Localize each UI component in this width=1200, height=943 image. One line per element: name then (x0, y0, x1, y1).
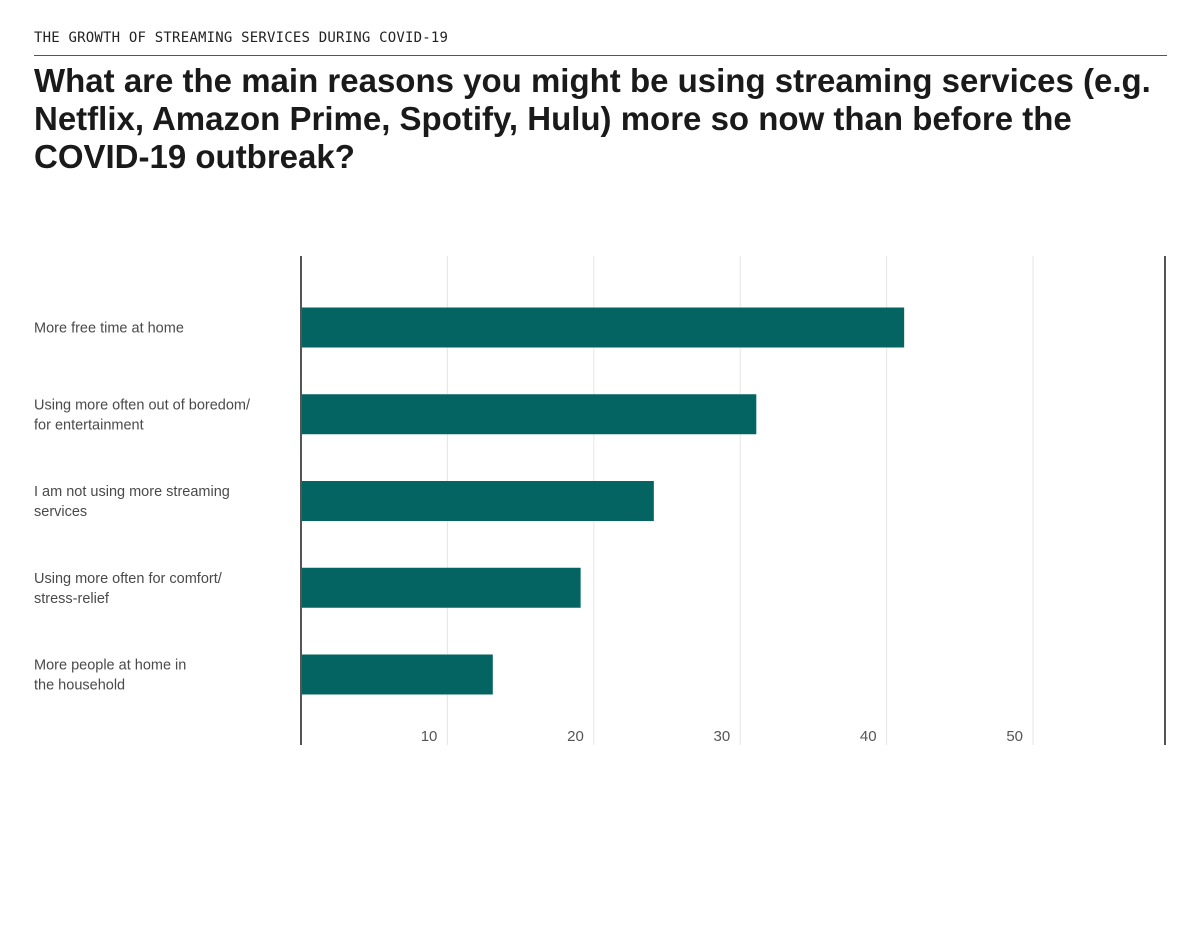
bar (301, 394, 757, 435)
category-label: Using more often out of boredom/for ente… (34, 397, 251, 433)
header-divider (34, 55, 1167, 56)
x-tick-label: 50 (1006, 728, 1023, 745)
x-tick-label: 10 (421, 728, 438, 745)
category-label-line: I am not using more streaming (34, 484, 230, 500)
bar (301, 481, 654, 521)
category-label-line: More people at home in (34, 658, 186, 674)
x-tick-label: 20 (567, 728, 584, 745)
category-label: More people at home in the household (34, 658, 186, 694)
category-label: I am not using more streaming services (34, 484, 230, 520)
category-label-line: More free time at home (34, 321, 184, 337)
category-label-line: for entertainment (34, 417, 144, 433)
bar (301, 567, 581, 608)
category-label-line: Using more often out of boredom/ (34, 397, 251, 413)
chart-title: What are the main reasons you might be u… (34, 62, 1151, 175)
category-label-line: stress-relief (34, 591, 110, 607)
category-label-line: services (34, 504, 87, 520)
bar (301, 654, 493, 695)
bar (301, 307, 905, 348)
x-tick-label: 30 (714, 728, 731, 745)
category-label: Using more often for comfort/stress-reli… (34, 571, 223, 607)
category-label-line: the household (34, 678, 125, 694)
bar-chart: More free time at home Using more often o… (34, 256, 1166, 745)
category-label: More free time at home (34, 321, 184, 337)
category-label-line: Using more often for comfort/ (34, 571, 223, 587)
x-tick-label: 40 (860, 728, 877, 745)
chart-kicker: THE GROWTH OF STREAMING SERVICES DURING … (34, 30, 449, 46)
